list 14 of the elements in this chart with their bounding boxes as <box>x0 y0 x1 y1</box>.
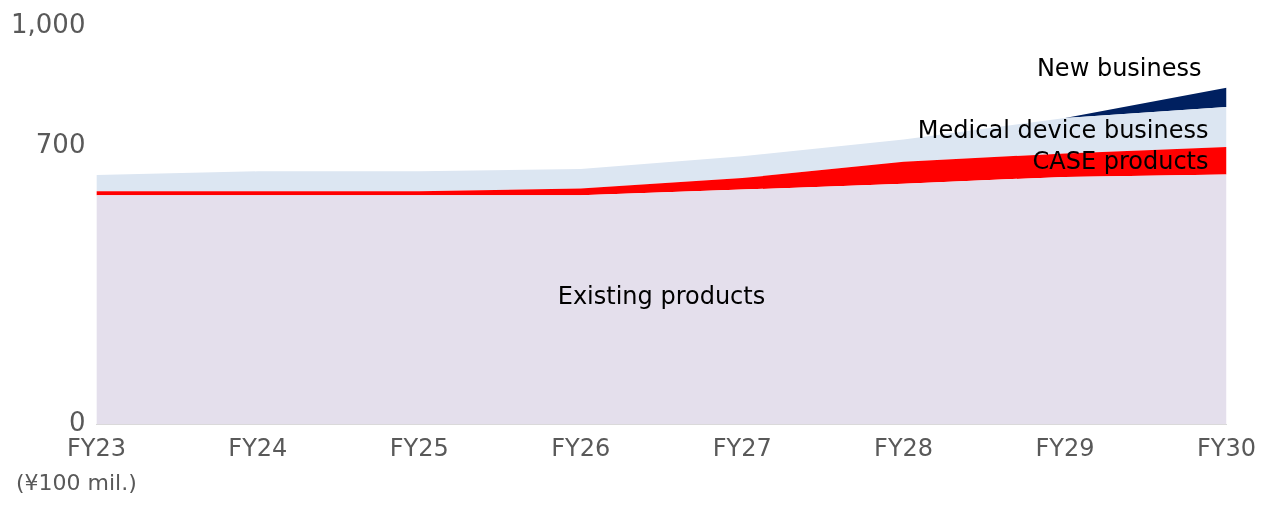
series-label: New business <box>1036 54 1202 83</box>
y-axis-title: (¥100 mil.) <box>16 469 137 495</box>
x-tick-label: FY28 <box>874 433 934 462</box>
x-tick-label: FY30 <box>1196 433 1257 462</box>
series-label: CASE products <box>1032 147 1209 176</box>
y-tick-label: 700 <box>35 128 86 159</box>
x-tick-label: FY25 <box>389 433 449 462</box>
x-tick-label: FY29 <box>1035 433 1095 462</box>
y-tick-label: 1,000 <box>11 9 86 40</box>
x-tick-label: FY24 <box>228 433 288 462</box>
x-tick-label: FY26 <box>551 433 611 462</box>
series-label: Existing products <box>557 282 766 311</box>
x-tick-label: FY27 <box>712 433 772 462</box>
series-label: Medical device business <box>917 115 1209 144</box>
